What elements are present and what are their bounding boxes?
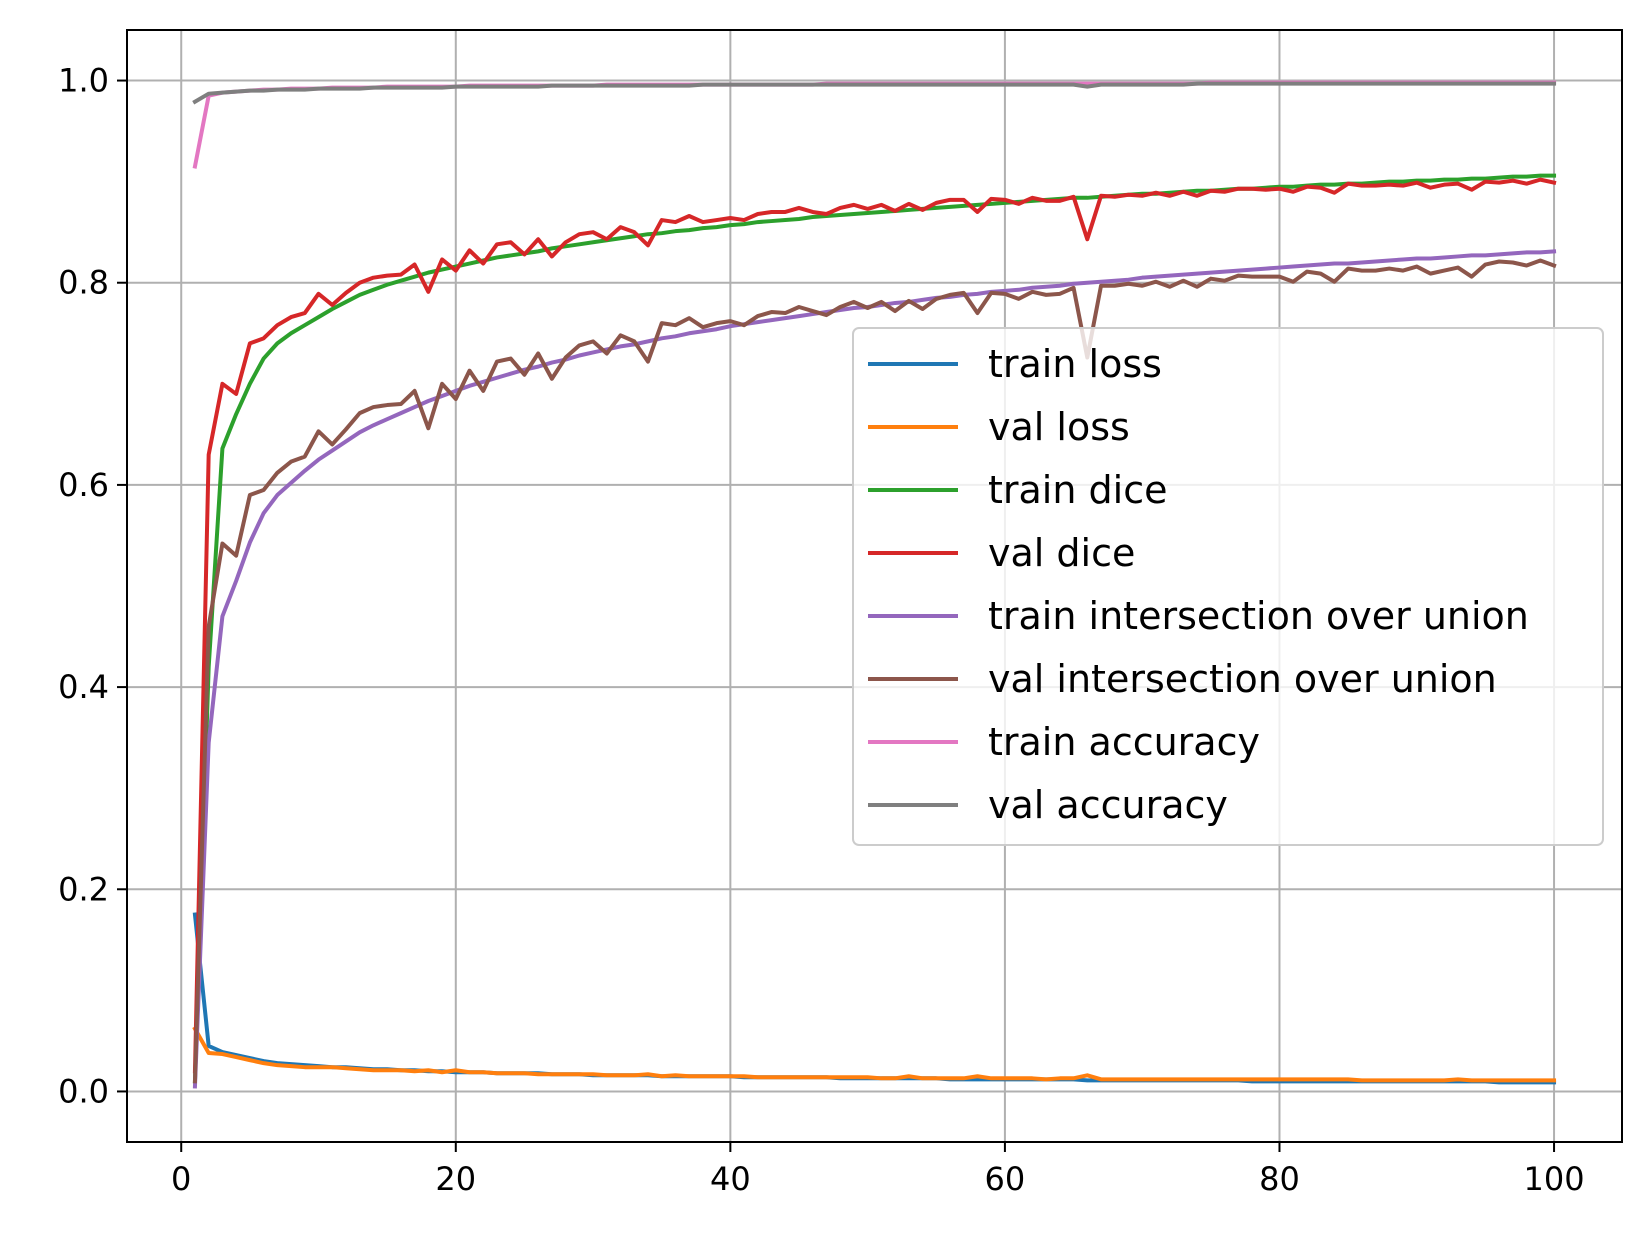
series-lines — [192, 80, 1557, 1089]
legend-box — [852, 327, 1604, 846]
x-tick-label: 80 — [1259, 1160, 1300, 1198]
legend-label-val-dice: val dice — [988, 531, 1135, 575]
series-line-val-intersection-over-union — [192, 258, 1557, 1084]
axis-ticks: 0 20 40 60 80 100 0.0 0.2 0.4 0.6 0.8 1.0 — [58, 62, 1584, 1198]
legend-label-val-accuracy: val accuracy — [988, 783, 1228, 827]
x-tick-label: 100 — [1524, 1160, 1585, 1198]
legend: train loss val loss train dice val dice trai… — [852, 327, 1604, 846]
x-tick-label: 0 — [171, 1160, 191, 1198]
series-line-val-loss — [192, 1026, 1557, 1083]
legend-label-val-loss: val loss — [988, 405, 1130, 449]
y-tick-label: 0.2 — [58, 870, 109, 908]
plot-frame — [126, 29, 1623, 1143]
y-tick-label: 0.6 — [58, 466, 109, 504]
y-tick-label: 0.8 — [58, 264, 109, 302]
legend-label-train-intersection-over-union: train intersection over union — [988, 594, 1529, 638]
y-tick-label: 0.0 — [58, 1072, 109, 1110]
y-tick-label: 0.4 — [58, 668, 109, 706]
x-tick-label: 20 — [435, 1160, 476, 1198]
legend-label-train-accuracy: train accuracy — [988, 720, 1260, 764]
series-line-val-accuracy — [192, 81, 1557, 105]
y-tick-label: 1.0 — [58, 62, 109, 100]
legend-label-val-intersection-over-union: val intersection over union — [988, 657, 1497, 701]
legend-label-train-dice: train dice — [988, 468, 1167, 512]
series-line-val-dice — [192, 177, 1557, 1074]
x-tick-label: 40 — [710, 1160, 751, 1198]
x-tick-label: 60 — [985, 1160, 1026, 1198]
legend-label-train-loss: train loss — [988, 342, 1162, 386]
